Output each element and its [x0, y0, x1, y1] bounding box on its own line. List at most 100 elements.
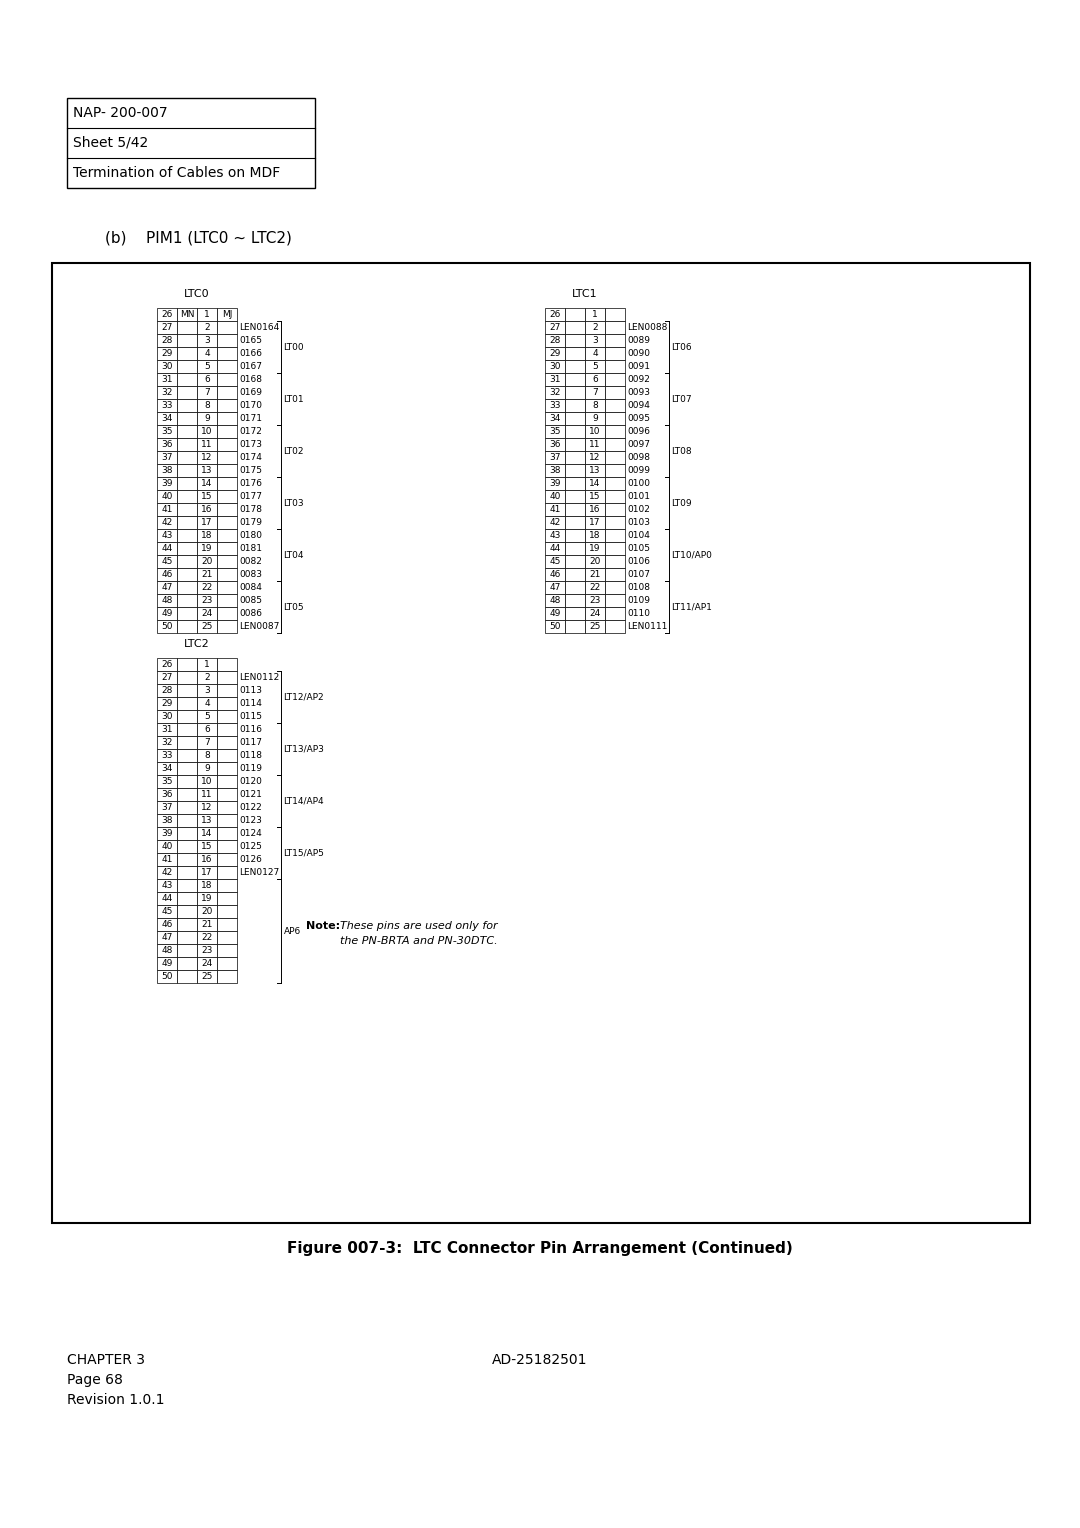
Text: 12: 12 — [590, 452, 600, 461]
Bar — [545, 529, 565, 542]
Bar — [217, 347, 237, 361]
Text: Termination of Cables on MDF: Termination of Cables on MDF — [73, 167, 280, 180]
Text: 29: 29 — [550, 348, 561, 358]
Text: 6: 6 — [592, 374, 598, 384]
Bar — [157, 827, 177, 840]
Text: LT09: LT09 — [671, 498, 691, 507]
Bar — [217, 866, 237, 879]
Text: LT02: LT02 — [283, 446, 303, 455]
Bar — [197, 607, 217, 620]
Bar — [605, 581, 625, 594]
Text: 0084: 0084 — [239, 584, 261, 591]
Bar — [545, 439, 565, 451]
Text: 25: 25 — [590, 622, 600, 631]
Text: 29: 29 — [161, 698, 173, 707]
Bar — [197, 775, 217, 788]
Text: 0110: 0110 — [627, 610, 650, 617]
Bar — [217, 516, 237, 529]
Bar — [545, 347, 565, 361]
Bar — [565, 477, 585, 490]
Bar — [157, 749, 177, 762]
Bar — [177, 361, 197, 373]
Bar — [217, 671, 237, 685]
Bar — [157, 503, 177, 516]
Bar — [605, 620, 625, 633]
Bar — [545, 361, 565, 373]
Text: 35: 35 — [161, 778, 173, 785]
Bar — [585, 568, 605, 581]
Text: 25: 25 — [201, 972, 213, 981]
Bar — [217, 542, 237, 555]
Bar — [197, 866, 217, 879]
Text: 36: 36 — [161, 440, 173, 449]
Bar — [177, 413, 197, 425]
Bar — [197, 827, 217, 840]
Text: 0091: 0091 — [627, 362, 650, 371]
Bar — [545, 516, 565, 529]
Text: 47: 47 — [161, 584, 173, 591]
Text: 0167: 0167 — [239, 362, 262, 371]
Bar — [157, 321, 177, 335]
Text: 0125: 0125 — [239, 842, 261, 851]
Bar — [157, 387, 177, 399]
Bar — [605, 335, 625, 347]
Bar — [177, 620, 197, 633]
Text: 0083: 0083 — [239, 570, 262, 579]
Bar — [197, 788, 217, 801]
Bar — [177, 347, 197, 361]
Bar — [157, 516, 177, 529]
Bar — [197, 659, 217, 671]
Text: 47: 47 — [550, 584, 561, 591]
Bar — [177, 659, 197, 671]
Text: 0171: 0171 — [239, 414, 262, 423]
Bar — [217, 749, 237, 762]
Text: 0102: 0102 — [627, 504, 650, 513]
Text: LT08: LT08 — [671, 446, 691, 455]
Text: 33: 33 — [550, 400, 561, 410]
Bar — [217, 723, 237, 736]
Bar — [545, 542, 565, 555]
Text: LEN0088: LEN0088 — [627, 322, 667, 332]
Bar — [565, 309, 585, 321]
Text: 0101: 0101 — [627, 492, 650, 501]
Text: 0180: 0180 — [239, 532, 262, 539]
Text: 50: 50 — [161, 972, 173, 981]
Text: 37: 37 — [161, 804, 173, 811]
Text: LT13/AP3: LT13/AP3 — [283, 744, 324, 753]
Bar — [217, 439, 237, 451]
Bar — [157, 347, 177, 361]
Text: 0168: 0168 — [239, 374, 262, 384]
Bar — [605, 439, 625, 451]
Text: 0094: 0094 — [627, 400, 650, 410]
Text: 40: 40 — [161, 492, 173, 501]
Bar — [157, 853, 177, 866]
Text: 0119: 0119 — [239, 764, 262, 773]
Bar — [585, 516, 605, 529]
Text: 0177: 0177 — [239, 492, 262, 501]
Bar — [605, 607, 625, 620]
Text: 24: 24 — [201, 610, 213, 617]
Bar — [605, 361, 625, 373]
Bar — [157, 309, 177, 321]
Bar — [157, 970, 177, 983]
Bar — [197, 685, 217, 697]
Bar — [605, 477, 625, 490]
Bar — [605, 465, 625, 477]
Bar — [605, 451, 625, 465]
Bar — [565, 568, 585, 581]
Bar — [585, 465, 605, 477]
Text: 3: 3 — [592, 336, 598, 345]
Bar — [177, 749, 197, 762]
Text: 0082: 0082 — [239, 558, 261, 565]
Text: 36: 36 — [161, 790, 173, 799]
Text: Note:: Note: — [306, 921, 340, 931]
Bar — [565, 413, 585, 425]
Bar — [177, 542, 197, 555]
Text: 24: 24 — [201, 960, 213, 969]
Text: 8: 8 — [204, 750, 210, 759]
Text: 41: 41 — [161, 504, 173, 513]
Text: 18: 18 — [590, 532, 600, 539]
Bar — [217, 594, 237, 607]
Bar — [585, 439, 605, 451]
Bar — [157, 620, 177, 633]
